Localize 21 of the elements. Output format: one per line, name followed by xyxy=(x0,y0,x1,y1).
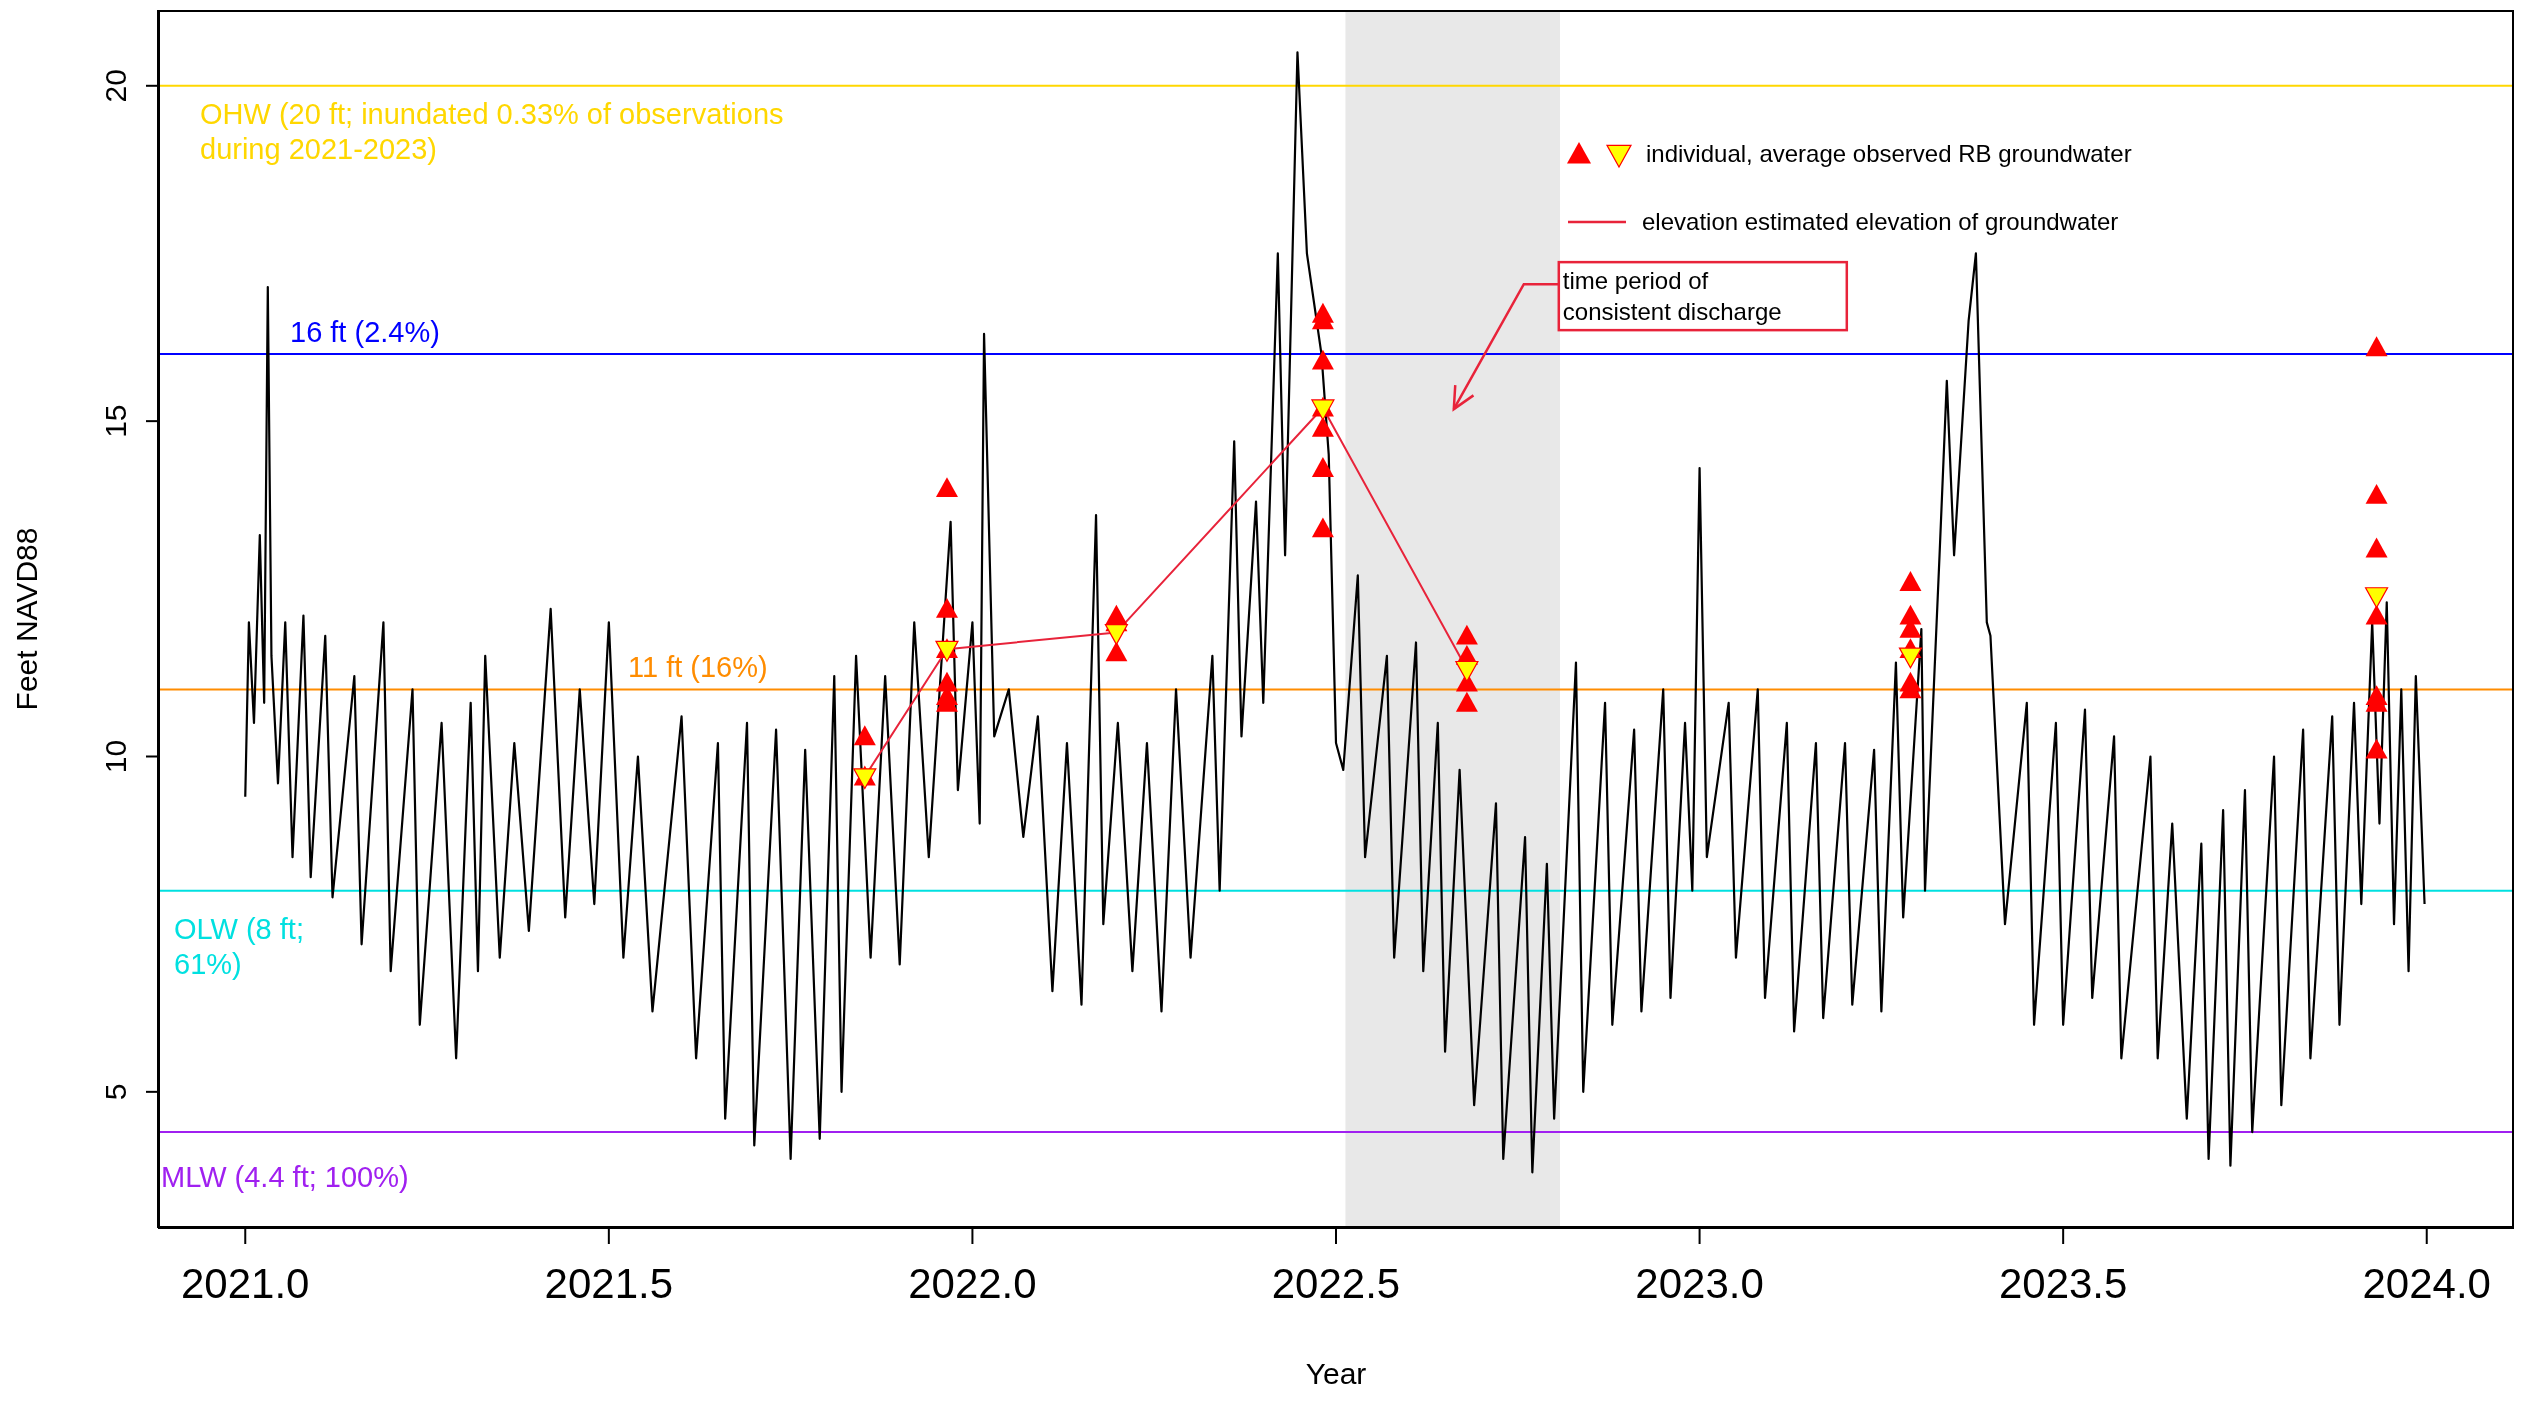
y-axis-title: Feet NAVD88 xyxy=(9,527,43,711)
x-tick-label: 2024.0 xyxy=(2362,1259,2491,1307)
y-tick-label: 10 xyxy=(99,739,132,774)
ref-line-label: 16 ft (2.4%) xyxy=(290,316,440,349)
x-tick-label: 2023.0 xyxy=(1635,1259,1764,1307)
legend-label: individual, average observed RB groundwater xyxy=(1646,139,2132,169)
x-tick-label: 2022.0 xyxy=(908,1259,1037,1307)
y-tick-label: 5 xyxy=(99,1083,132,1101)
ref-line-label: 11 ft (16%) xyxy=(628,651,768,684)
x-tick-label: 2022.5 xyxy=(1271,1259,1401,1307)
legend-label: elevation estimated elevation of groundwater xyxy=(1642,207,2119,237)
y-tick-label: 20 xyxy=(99,69,132,103)
x-tick-label: 2021.0 xyxy=(181,1259,310,1307)
ref-line-label: OHW (20 ft; inundated 0.33% of observations during 2021-2023) xyxy=(200,97,784,165)
x-tick-label: 2023.5 xyxy=(1998,1259,2128,1307)
ref-line-label: OLW (8 ft; 61%) xyxy=(174,912,304,980)
ref-line-label: MLW (4.4 ft; 100%) xyxy=(161,1161,409,1194)
y-tick-label: 15 xyxy=(99,404,132,438)
x-tick-label: 2021.5 xyxy=(544,1259,674,1307)
x-axis-title: Year xyxy=(1305,1357,1367,1390)
annotation: time period of consistent discharge xyxy=(1562,267,1782,326)
